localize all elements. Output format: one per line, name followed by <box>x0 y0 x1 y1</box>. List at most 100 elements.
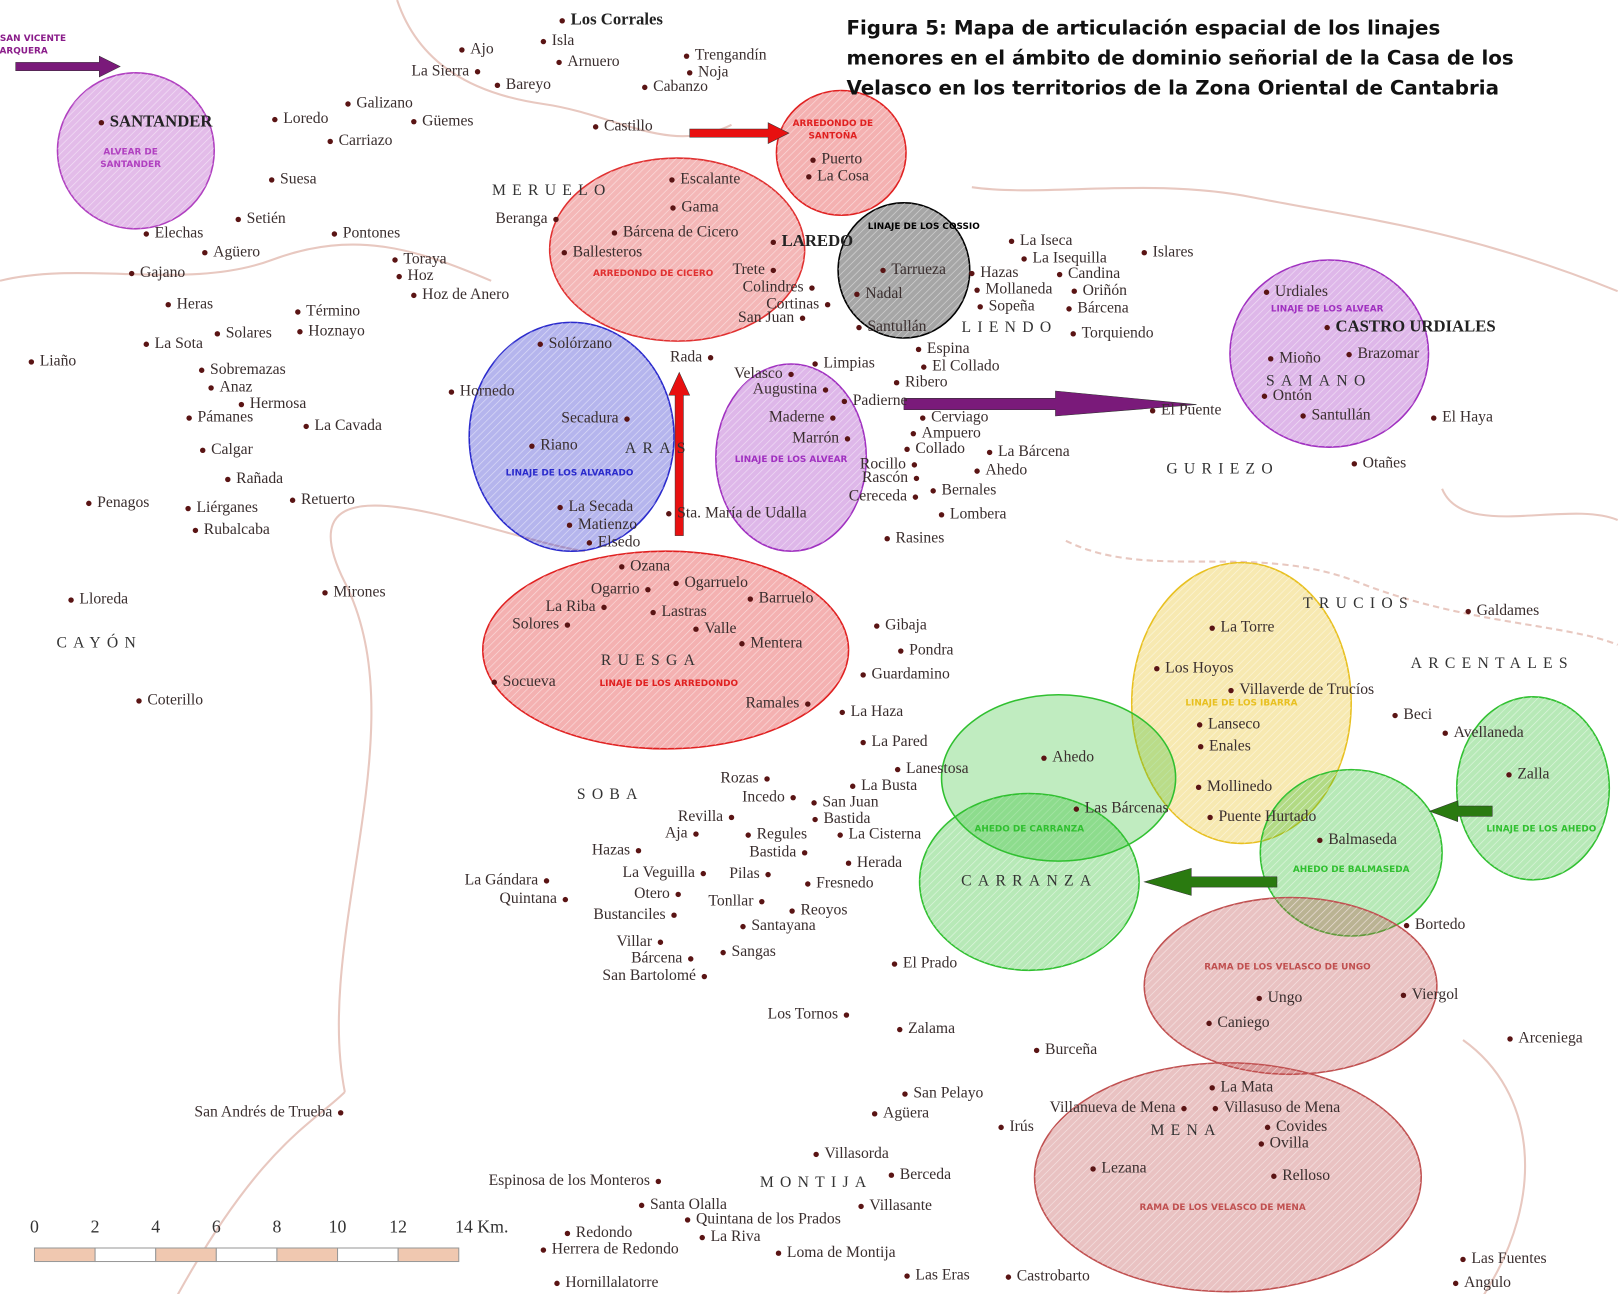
place-dot <box>805 881 811 887</box>
place-name: Irús <box>1009 1118 1033 1135</box>
scale-segment <box>276 1247 339 1263</box>
place-dot <box>214 331 221 337</box>
lineage-label: LINAJE DE LOS IBARRA <box>1185 699 1297 709</box>
place-name: Espinosa de los Monteros <box>489 1172 650 1189</box>
lineage-hatch <box>919 793 1140 971</box>
place-dot <box>1431 415 1437 421</box>
place-dot <box>894 766 901 773</box>
place-name: Hoznayo <box>308 322 365 339</box>
place-dot <box>327 138 333 145</box>
place-name: Tarrueza <box>891 261 946 278</box>
place-dot <box>1181 1105 1187 1112</box>
region-name: SAMANO <box>1266 372 1372 389</box>
place-name: Rozas <box>720 770 758 787</box>
lineage-label: LINAJE DE LOS COSSIO <box>868 222 980 232</box>
place-dot <box>910 430 917 437</box>
place-dot <box>684 1217 691 1223</box>
place-name: Villasante <box>869 1197 932 1214</box>
place-name: Bernales <box>942 481 997 498</box>
place-name: Ontón <box>1273 387 1312 404</box>
place-dot <box>1256 995 1262 1002</box>
place-dot <box>322 590 328 596</box>
place-dot <box>529 443 535 449</box>
place-name: Isla <box>552 32 575 49</box>
place-dot <box>824 302 831 308</box>
scale-label: 14 Km. <box>455 1216 508 1236</box>
place-name: Galdames <box>1477 602 1540 619</box>
place-name: Padierne <box>853 392 908 409</box>
place-name: Hoz de Anero <box>422 286 509 303</box>
lineage-label: ALVEAR DE <box>103 147 157 157</box>
place-name: Carriazo <box>339 132 393 149</box>
place-name: Rubalcaba <box>204 521 270 538</box>
place-name: Ajo <box>470 41 494 58</box>
place-dot <box>669 177 675 183</box>
place-name: Las Eras <box>915 1267 969 1284</box>
place-dot <box>813 1151 819 1158</box>
place-dot <box>1506 772 1512 778</box>
place-name: Hermosa <box>250 395 307 412</box>
place-dot <box>912 494 919 500</box>
arrow <box>689 122 790 144</box>
lineage-label: RAMA DE LOS VELASCO DE MENA <box>1140 1203 1306 1213</box>
place-dot <box>974 287 980 293</box>
place-dot <box>557 504 563 511</box>
place-name: Elsedo <box>598 533 641 550</box>
place-dot <box>494 82 501 88</box>
place-name: Bustanciles <box>593 906 665 923</box>
place-dot <box>564 1230 571 1237</box>
place-name: Pondra <box>909 642 953 659</box>
place-dot <box>1041 755 1047 761</box>
lineage-label: SANTOÑA <box>809 131 858 142</box>
place-dot <box>128 270 135 277</box>
place-dot <box>1263 289 1270 295</box>
place-name: Hoz <box>408 267 434 284</box>
place-name: Solares <box>226 324 272 341</box>
place-dot <box>809 285 815 291</box>
place-dot <box>1460 1256 1466 1263</box>
place-name: La Busta <box>861 777 917 794</box>
place-dot <box>1008 238 1015 244</box>
place-name: La Cosa <box>817 167 869 184</box>
place-name: Relloso <box>1282 1167 1330 1184</box>
place-dot <box>543 878 550 884</box>
lineage-label: ALVEAR DE SAN VICENTE <box>0 34 66 44</box>
place-name: Las Bárcenas <box>1085 800 1169 817</box>
place-dot <box>559 18 565 24</box>
place-dot <box>200 447 206 454</box>
place-dot <box>561 250 568 256</box>
place-dot <box>619 564 625 570</box>
lineage-hatch <box>1229 260 1429 448</box>
scale-segment <box>94 1247 157 1263</box>
place-name: Villasorda <box>825 1145 889 1162</box>
place-name: Los Tornos <box>768 1006 838 1023</box>
place-name: Burceña <box>1045 1041 1097 1058</box>
place-name: Santullán <box>867 318 926 335</box>
place-name: La Veguilla <box>623 864 695 881</box>
region-name: SOBA <box>577 786 644 803</box>
place-dot <box>788 371 794 378</box>
place-dot <box>1209 1085 1215 1091</box>
place-name: El Haya <box>1442 409 1493 426</box>
place-name: Valle <box>704 620 736 637</box>
place-dot <box>822 387 829 393</box>
lineage-hatch <box>776 90 907 216</box>
place-dot <box>562 896 569 903</box>
place-name: Quintana de los Prados <box>696 1211 841 1228</box>
place-dot <box>1465 608 1471 615</box>
place-name: Espina <box>927 340 970 357</box>
place-dot <box>747 596 754 602</box>
place-dot <box>143 341 150 347</box>
place-name: Trete <box>732 261 765 278</box>
place-dot <box>854 291 860 298</box>
place-dot <box>86 500 92 507</box>
place-dot <box>745 832 751 838</box>
place-name: Fresnedo <box>816 875 874 892</box>
place-name: Limpias <box>823 355 874 372</box>
place-dot <box>891 961 898 967</box>
place-dot <box>491 679 498 685</box>
place-name: Guardamino <box>872 666 950 683</box>
place-name: Coterillo <box>147 692 203 709</box>
place-name: Castrobarto <box>1017 1268 1090 1285</box>
place-name: Penagos <box>97 494 149 511</box>
